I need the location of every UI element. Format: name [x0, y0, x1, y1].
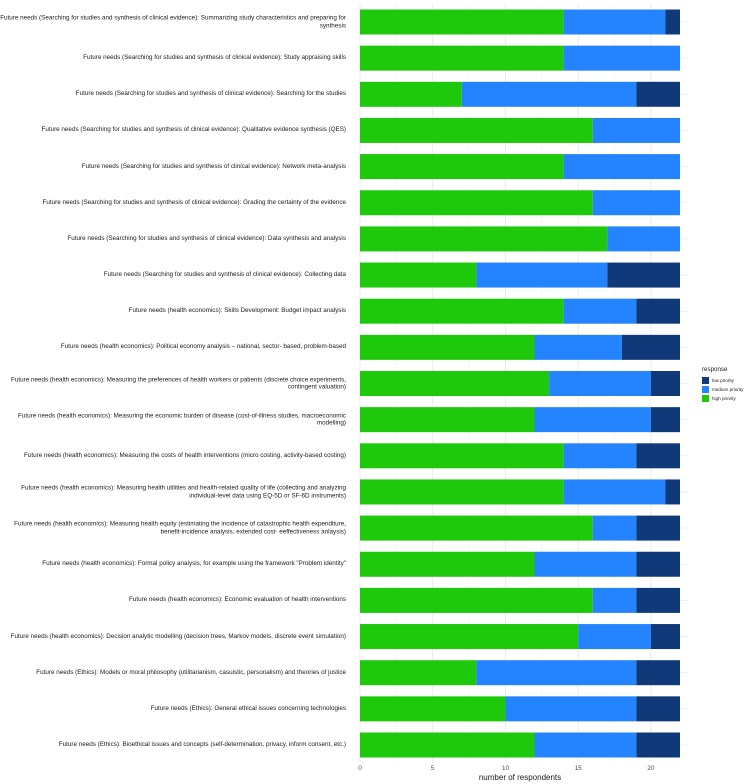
bar-segment-low-priority	[650, 624, 680, 650]
category-label: Future needs (Ethics): Bioethical issues…	[58, 741, 346, 749]
category-label: Future needs (Searching for studies and …	[42, 198, 346, 206]
bar-segment-high-priority	[360, 660, 477, 686]
bar-segment-low-priority	[621, 334, 680, 360]
bar-segment-high-priority	[360, 407, 535, 433]
bar-segment-low-priority	[636, 732, 680, 758]
category-label: Future needs (Searching for studies and …	[83, 54, 346, 62]
bar-segment-high-priority	[360, 479, 564, 505]
category-label: Future needs (health economics): Economi…	[128, 596, 346, 604]
bar-segment-medium-priority	[563, 154, 680, 180]
bar-segment-high-priority	[360, 262, 477, 288]
category-label: Future needs (health economics): Measuri…	[24, 452, 346, 459]
legend-label: medium priority	[712, 387, 744, 392]
category-label: Future needs (Searching for studies and …	[81, 162, 346, 170]
bar-segment-high-priority	[360, 371, 550, 396]
category-label: Future needs (health economics): Measuri…	[14, 520, 346, 536]
bar-segment-medium-priority	[534, 551, 637, 577]
bar-segment-medium-priority	[505, 696, 637, 722]
bar-segment-high-priority	[360, 226, 608, 252]
category-label: Future needs (health economics): Measuri…	[11, 375, 346, 391]
bar-segment-medium-priority	[534, 334, 622, 360]
bar-segment-low-priority	[650, 407, 680, 433]
bar-segment-high-priority	[360, 624, 579, 650]
bar-segment-medium-priority	[534, 732, 637, 758]
category-label: Future needs (Searching for studies and …	[75, 90, 346, 98]
x-tick-label: 10	[502, 765, 510, 772]
bar-segment-medium-priority	[534, 407, 651, 433]
category-label: Future needs (health economics): Measuri…	[18, 412, 346, 427]
bar-segment-low-priority	[607, 262, 680, 288]
category-label: Future needs (Searching for studies and …	[67, 235, 346, 243]
bar-segment-medium-priority	[563, 9, 666, 35]
bar-segment-low-priority	[636, 298, 680, 324]
x-tick-label: 0	[358, 765, 362, 772]
bar-segment-low-priority	[636, 587, 680, 613]
category-label: Future needs (health economics): Measuri…	[21, 484, 346, 499]
category-label: Future needs (Searching for studies and …	[41, 126, 346, 134]
bar-segment-high-priority	[360, 334, 535, 360]
category-label: Future needs (Searching for studies and …	[0, 14, 346, 29]
legend-swatch	[702, 377, 709, 384]
x-tick-label: 20	[647, 765, 655, 772]
legend: response low priority medium priority high…	[702, 366, 743, 403]
x-tick-label: 5	[431, 765, 435, 772]
bar-segment-low-priority	[636, 660, 680, 686]
bar-segment-high-priority	[360, 732, 535, 758]
bar-segment-medium-priority	[563, 298, 637, 324]
x-axis-title: number of respondents	[478, 773, 562, 782]
x-tick-label: 15	[575, 765, 583, 772]
bar-segment-low-priority	[636, 81, 680, 107]
legend-label: high priority	[712, 396, 736, 401]
bar-segment-high-priority	[360, 117, 593, 143]
bar-segment-high-priority	[360, 190, 593, 216]
bar-segment-medium-priority	[461, 81, 637, 107]
legend-item: high priority	[702, 394, 743, 403]
bar-segment-low-priority	[636, 551, 680, 577]
bar-segment-high-priority	[360, 45, 564, 71]
category-label: Future needs (Ethics): Models or moral p…	[36, 668, 346, 676]
legend-item: medium priority	[702, 385, 743, 394]
bar-segment-medium-priority	[592, 190, 680, 216]
category-label: Future needs (health economics): Decisio…	[10, 632, 346, 640]
bar-segment-medium-priority	[578, 624, 651, 650]
bar-segment-medium-priority	[592, 515, 637, 541]
bar-segment-medium-priority	[563, 479, 666, 505]
bar-segment-medium-priority	[563, 443, 637, 469]
bar-segment-high-priority	[360, 551, 535, 577]
bar-segment-medium-priority	[607, 226, 680, 252]
legend-swatch	[702, 395, 709, 402]
bar-segment-high-priority	[360, 587, 593, 613]
bar-segment-high-priority	[360, 298, 564, 324]
bar-segment-medium-priority	[592, 117, 680, 143]
bar-segment-high-priority	[360, 81, 462, 107]
bar-segment-high-priority	[360, 154, 564, 180]
bar-segment-medium-priority	[563, 45, 680, 71]
bar-segment-high-priority	[360, 696, 506, 722]
bar-segment-low-priority	[636, 515, 680, 541]
category-label: Future needs (Searching for studies and …	[103, 271, 346, 279]
bar-segment-high-priority	[360, 9, 564, 35]
legend-label: low priority	[712, 378, 734, 383]
bar-segment-high-priority	[360, 443, 564, 469]
bar-segment-low-priority	[665, 479, 680, 505]
category-label: Future needs (health economics): Politic…	[60, 343, 346, 351]
legend-swatch	[702, 386, 709, 393]
bar-segment-low-priority	[665, 9, 680, 35]
bar-segment-medium-priority	[476, 660, 637, 686]
bar-segment-high-priority	[360, 515, 593, 541]
bar-segment-low-priority	[650, 371, 680, 396]
bar-segment-low-priority	[636, 443, 680, 469]
bar-segment-medium-priority	[549, 371, 651, 396]
bar-segment-low-priority	[636, 696, 680, 722]
category-label: Future needs (Ethics): General ethical i…	[150, 705, 346, 713]
bar-segment-medium-priority	[592, 587, 637, 613]
legend-item: low priority	[702, 376, 743, 385]
category-label: Future needs (health economics): Skills …	[128, 307, 346, 315]
bar-segment-medium-priority	[476, 262, 608, 288]
legend-title: response	[702, 366, 728, 373]
category-label: Future needs (health economics): Formal …	[42, 560, 346, 568]
